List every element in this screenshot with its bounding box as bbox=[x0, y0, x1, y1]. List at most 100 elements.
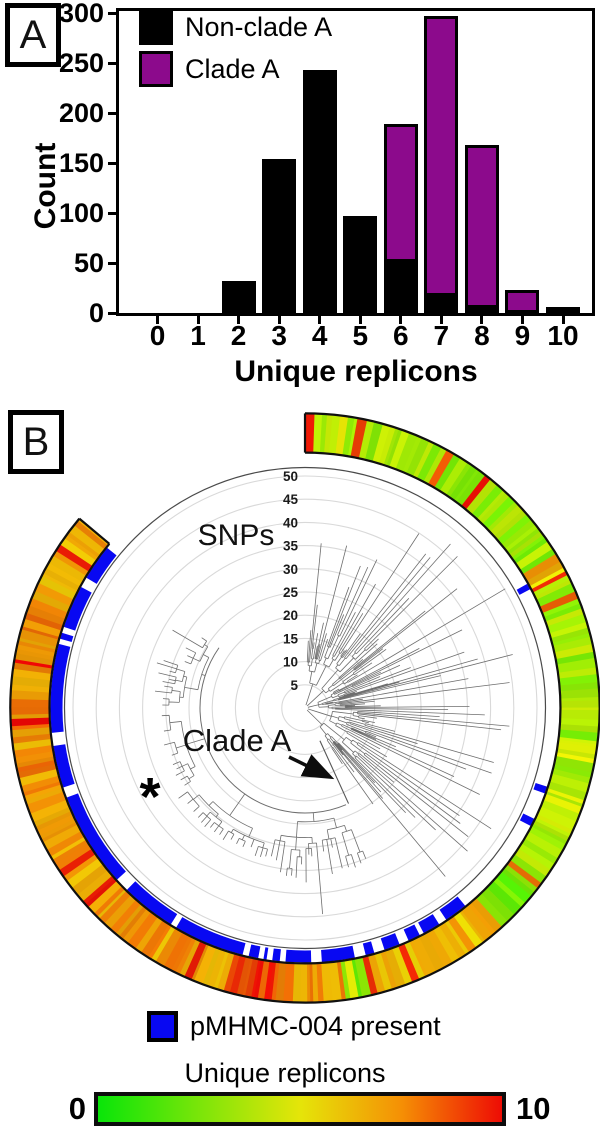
y-tick-mark bbox=[108, 61, 116, 65]
heatmap-strip bbox=[12, 667, 52, 681]
plasmid-segment bbox=[60, 632, 74, 642]
heatmap-strip bbox=[551, 627, 590, 644]
gridline-25 bbox=[188, 591, 422, 825]
heatmap-strip bbox=[11, 675, 51, 688]
heatmap-strip bbox=[29, 597, 68, 619]
heatmap-strip bbox=[489, 881, 522, 913]
heatmap-strip bbox=[552, 768, 591, 785]
heatmap-strip bbox=[270, 962, 280, 1001]
bar-nonclade-4 bbox=[302, 70, 337, 313]
heatmap-strip bbox=[559, 729, 598, 743]
heatmap-strip bbox=[447, 916, 476, 953]
heatmap-strip bbox=[38, 575, 77, 600]
heatmap-strip bbox=[556, 752, 595, 765]
heatmap-strip bbox=[348, 418, 359, 457]
heatmap-strip bbox=[534, 817, 571, 838]
plasmid-segment bbox=[66, 793, 126, 880]
heatmap-strip bbox=[514, 848, 551, 878]
plasmid-segment bbox=[248, 944, 261, 959]
x-tick-label: 7 bbox=[433, 320, 450, 351]
heatmap-strip bbox=[41, 821, 78, 843]
heatmap-strip bbox=[87, 880, 122, 914]
heatmap-strip bbox=[470, 898, 502, 933]
heatmap-strip bbox=[229, 955, 246, 994]
heatmap-strip bbox=[17, 639, 56, 653]
heatmap-strip bbox=[361, 956, 378, 995]
heatmap-strip bbox=[558, 737, 598, 746]
heatmap-strip bbox=[222, 953, 240, 993]
heatmap-strip bbox=[19, 628, 59, 647]
heatmap-strip bbox=[127, 911, 158, 949]
heatmap-strip bbox=[560, 724, 599, 734]
heatmap-strip bbox=[454, 469, 480, 503]
heatmap-strip bbox=[533, 575, 570, 597]
heatmap-strip bbox=[527, 561, 564, 587]
heatmap-strip bbox=[389, 430, 411, 469]
heatmap-strip bbox=[32, 590, 71, 613]
heatmap-strip bbox=[458, 910, 485, 943]
heatmap-ring-endcap bbox=[78, 517, 111, 545]
heatmap-strip bbox=[77, 869, 112, 901]
heatmap-strip bbox=[71, 524, 105, 553]
colorbar-gradient bbox=[98, 1096, 502, 1122]
heatmap-strip bbox=[42, 572, 78, 594]
plasmid-segment bbox=[519, 813, 535, 826]
heatmap-strip bbox=[477, 490, 507, 522]
bar-nonclade-3 bbox=[262, 159, 297, 313]
plasmid-segment bbox=[533, 782, 548, 794]
tree-branches bbox=[161, 714, 205, 786]
tree-boundary-circle bbox=[63, 466, 547, 950]
heatmap-strip bbox=[479, 492, 510, 525]
heatmap-strip bbox=[558, 667, 598, 680]
x-tick-mark bbox=[237, 316, 241, 324]
heatmap-strip bbox=[531, 571, 568, 594]
heatmap-strip bbox=[35, 582, 74, 607]
heatmap-strip bbox=[23, 780, 61, 796]
snp-tick-label-50: 50 bbox=[283, 469, 298, 484]
heatmap-strip bbox=[63, 853, 98, 881]
plasmid-segment bbox=[516, 583, 531, 595]
clade-a-backbone-arc bbox=[199, 647, 347, 814]
heatmap-strip bbox=[24, 783, 62, 800]
heatmap-strip bbox=[147, 924, 172, 959]
clade-a-arrow bbox=[288, 754, 335, 780]
heatmap-strip bbox=[524, 831, 563, 860]
snp-tick-label-20: 20 bbox=[283, 608, 298, 623]
heatmap-strip bbox=[467, 902, 496, 936]
heatmap-outer-border bbox=[9, 412, 600, 1004]
snp-tick-label-40: 40 bbox=[283, 515, 298, 530]
heatmap-strip bbox=[449, 465, 478, 501]
tree-branches bbox=[306, 709, 492, 877]
snp-tick-label-45: 45 bbox=[283, 492, 299, 507]
heatmap-strip bbox=[174, 937, 196, 974]
panel-a-tag: A bbox=[5, 3, 61, 67]
plasmid-segment bbox=[380, 933, 400, 950]
x-tick-label: 3 bbox=[271, 320, 287, 351]
heatmap-strip bbox=[425, 929, 453, 968]
x-tick-mark bbox=[196, 316, 200, 324]
x-tick-mark bbox=[520, 316, 524, 324]
heatmap-strip bbox=[78, 519, 109, 546]
heatmap-strip bbox=[353, 957, 372, 997]
plasmid-segment bbox=[418, 914, 440, 934]
heatmap-strip bbox=[33, 806, 71, 827]
x-tick-mark bbox=[318, 316, 322, 324]
panel-b-tag: B bbox=[8, 410, 64, 474]
heatmap-strip bbox=[536, 583, 576, 608]
heatmap-strip bbox=[497, 514, 532, 545]
heatmap-strip bbox=[456, 471, 486, 506]
heatmap-strip bbox=[475, 893, 508, 928]
heatmap-strip bbox=[486, 885, 518, 916]
heatmap-strip bbox=[122, 908, 151, 943]
heatmap-strip bbox=[432, 925, 460, 963]
x-tick-mark bbox=[561, 316, 565, 324]
heatmap-strip bbox=[553, 764, 592, 779]
y-tick-mark bbox=[108, 11, 116, 15]
heatmap-strip bbox=[74, 520, 108, 550]
bar-stacked-9 bbox=[505, 290, 540, 313]
heatmap-strip bbox=[383, 428, 400, 466]
heatmap-strip bbox=[69, 528, 103, 555]
heatmap-strip bbox=[35, 810, 73, 831]
heatmap-strip bbox=[26, 604, 66, 626]
